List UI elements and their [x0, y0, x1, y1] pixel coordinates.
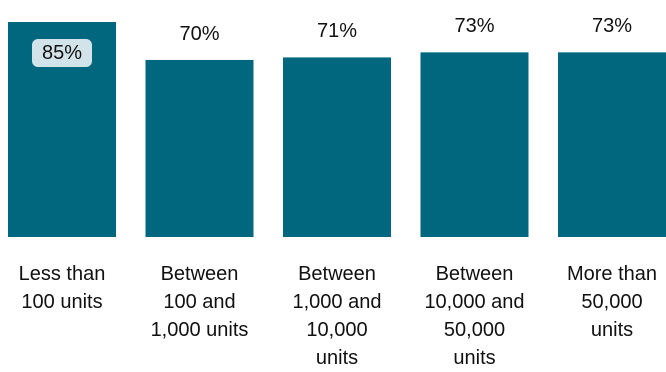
category-label-4: More than 50,000 units	[566, 263, 658, 341]
category-label-2: Between 1,000 and 10,000 units	[292, 263, 382, 369]
bar-chart: 85% Less than 100 units 70% Between 100 and 1,…	[2, 15, 666, 369]
value-label-1: 70%	[179, 22, 220, 45]
bar-3	[420, 52, 529, 238]
category-label-1: Between 100 and 1,000 units	[150, 263, 249, 341]
value-label-badge: 85%	[31, 39, 93, 67]
category-label-0: Less than 100 units	[18, 263, 106, 313]
value-label-0: 85%	[2, 39, 122, 67]
bar-4	[558, 52, 666, 238]
bar-2	[283, 57, 391, 237]
value-label-2: 71%	[316, 20, 358, 43]
category-label-3: Between 10,000 and 50,000 units	[424, 263, 525, 369]
bars-layer	[8, 22, 666, 238]
bar-1	[145, 59, 254, 237]
value-label-3: 73%	[454, 15, 495, 38]
value-label-4: 73%	[591, 15, 633, 38]
